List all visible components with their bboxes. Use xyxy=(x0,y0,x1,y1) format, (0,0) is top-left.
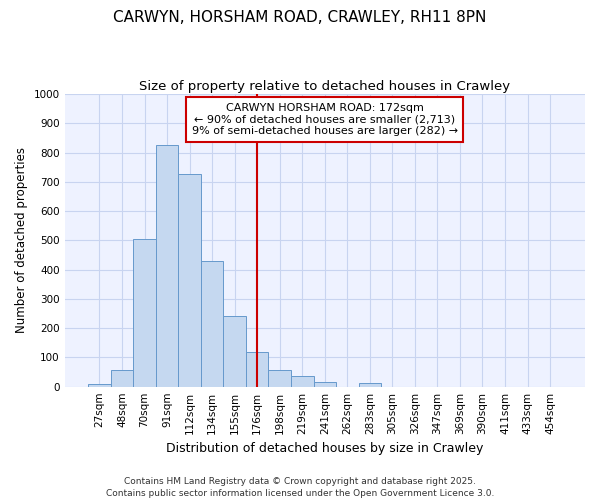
Bar xyxy=(246,352,268,386)
X-axis label: Distribution of detached houses by size in Crawley: Distribution of detached houses by size … xyxy=(166,442,484,455)
Bar xyxy=(201,261,223,386)
Title: Size of property relative to detached houses in Crawley: Size of property relative to detached ho… xyxy=(139,80,511,93)
Text: CARWYN HORSHAM ROAD: 172sqm
← 90% of detached houses are smaller (2,713)
9% of s: CARWYN HORSHAM ROAD: 172sqm ← 90% of det… xyxy=(192,103,458,136)
Bar xyxy=(223,316,246,386)
Bar xyxy=(268,370,291,386)
Bar xyxy=(314,382,336,386)
Bar xyxy=(291,376,314,386)
Bar xyxy=(156,146,178,386)
Bar xyxy=(133,239,156,386)
Bar xyxy=(88,384,111,386)
Y-axis label: Number of detached properties: Number of detached properties xyxy=(15,148,28,334)
Bar xyxy=(359,383,381,386)
Text: CARWYN, HORSHAM ROAD, CRAWLEY, RH11 8PN: CARWYN, HORSHAM ROAD, CRAWLEY, RH11 8PN xyxy=(113,10,487,25)
Bar xyxy=(178,174,201,386)
Bar xyxy=(111,370,133,386)
Text: Contains HM Land Registry data © Crown copyright and database right 2025.
Contai: Contains HM Land Registry data © Crown c… xyxy=(106,476,494,498)
